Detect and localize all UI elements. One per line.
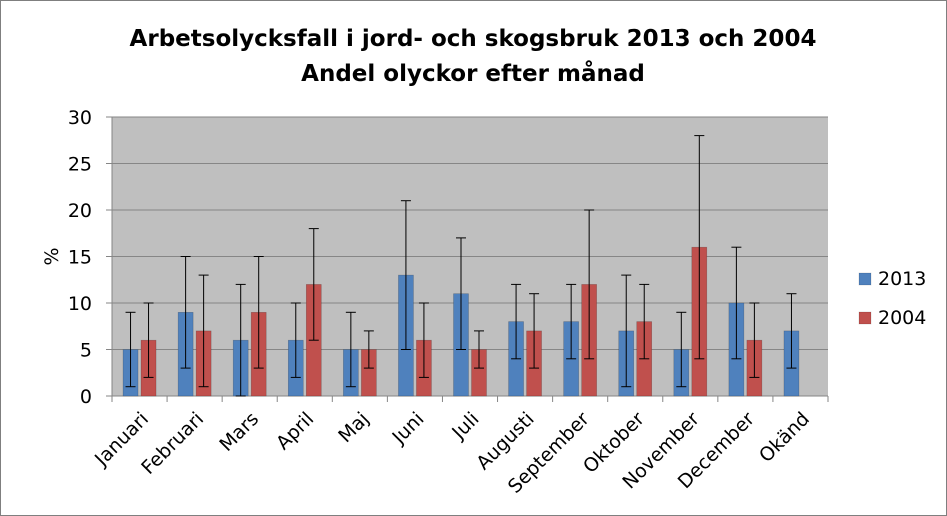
y-tick-label: 30 bbox=[68, 107, 92, 129]
x-tick-label: Mars bbox=[215, 408, 263, 456]
legend: 2013 2004 bbox=[858, 268, 926, 329]
y-tick-label: 0 bbox=[80, 386, 92, 408]
y-tick-label: 20 bbox=[68, 200, 92, 222]
chart-subtitle: Andel olyckor efter månad bbox=[301, 60, 645, 87]
y-tick-label: 25 bbox=[68, 154, 92, 176]
x-tick-label: April bbox=[272, 408, 318, 454]
y-axis-title: % bbox=[41, 247, 63, 265]
legend-swatch-2004 bbox=[858, 311, 872, 325]
x-tick-label: Maj bbox=[334, 408, 373, 447]
y-tick-label: 15 bbox=[68, 247, 92, 269]
x-tick-label: Juni bbox=[387, 408, 428, 449]
legend-swatch-2013 bbox=[858, 272, 872, 286]
y-tick-label: 10 bbox=[68, 293, 92, 315]
x-tick-label: Okänd bbox=[755, 408, 814, 467]
y-tick-label: 5 bbox=[80, 340, 92, 362]
chart-title: Arbetsolycksfall i jord- och skogsbruk 2… bbox=[130, 26, 817, 52]
x-tick-label: Juli bbox=[447, 408, 483, 444]
legend-label-2013: 2013 bbox=[878, 268, 926, 290]
legend-label-2004: 2004 bbox=[878, 307, 926, 329]
